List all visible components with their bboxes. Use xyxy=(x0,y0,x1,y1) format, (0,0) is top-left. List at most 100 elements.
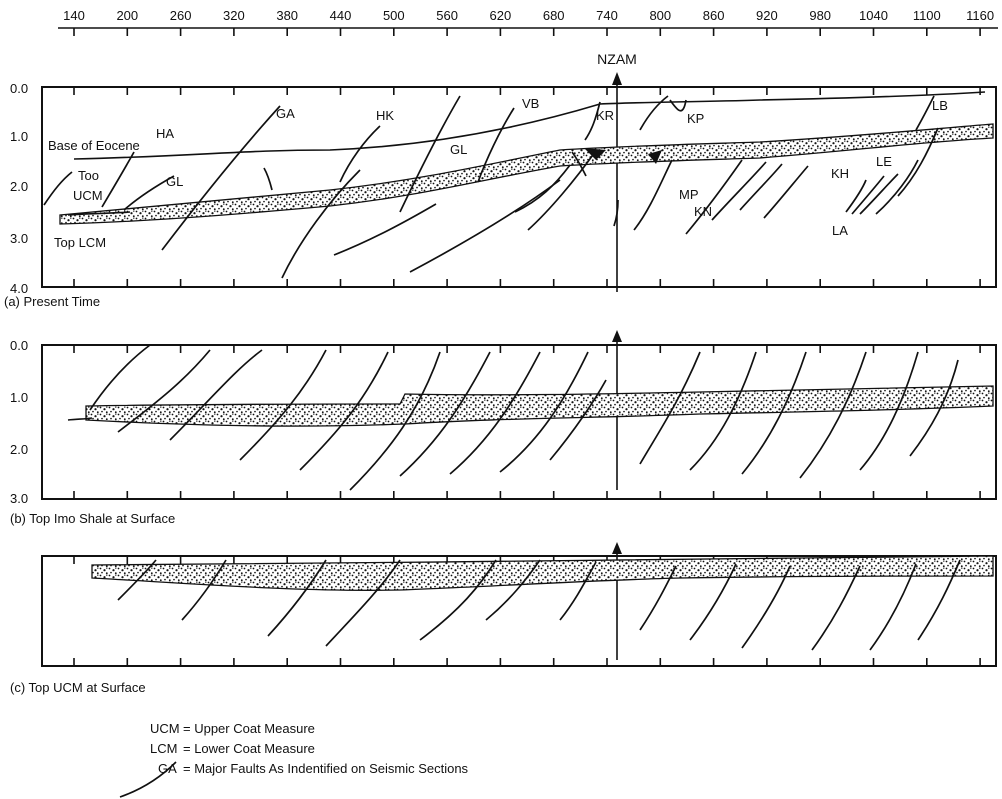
fault-line xyxy=(669,99,687,112)
depth-tick: 1.0 xyxy=(10,129,28,144)
fault-line xyxy=(639,351,701,465)
fault-line xyxy=(799,351,867,479)
horizon-line xyxy=(67,417,93,421)
fault-line xyxy=(811,565,861,651)
fault-line xyxy=(449,351,541,475)
fault-line xyxy=(117,559,157,601)
depth-tick: 2.0 xyxy=(10,442,28,457)
annotation-label: KN xyxy=(694,204,712,219)
fault-line xyxy=(123,175,175,211)
top-axis-ticks: 140 200 260 320 380 440 500 560 620 680 740 800 860 9… xyxy=(63,8,994,36)
fault-line xyxy=(514,164,571,213)
annotation-label: Too xyxy=(78,168,99,183)
legend-text: = Lower Coat Measure xyxy=(183,741,315,756)
fault-line xyxy=(419,559,497,641)
fault-line xyxy=(239,349,327,461)
top-axis-tick-label: 1160 xyxy=(966,8,994,23)
fault-line xyxy=(267,559,327,637)
top-axis-tick-label: 980 xyxy=(809,8,831,23)
fault-line xyxy=(485,559,541,621)
panel-b-depth-axis: 0.0 1.0 2.0 3.0 xyxy=(10,338,28,506)
annotation-label: HK xyxy=(376,108,394,123)
annotation-label: LB xyxy=(932,98,948,113)
coal-measure-band xyxy=(59,123,994,225)
top-axis-tick-label: 740 xyxy=(596,8,618,23)
annotation-label: GL xyxy=(450,142,467,157)
fault-line xyxy=(181,559,227,621)
depth-tick: 3.0 xyxy=(10,231,28,246)
annotation-label: KP xyxy=(687,111,704,126)
top-axis-tick-label: 680 xyxy=(543,8,565,23)
fault-line xyxy=(909,359,959,457)
top-axis-tick-label: 260 xyxy=(170,8,192,23)
fault-line xyxy=(613,199,619,227)
base-eocene-horizon xyxy=(73,91,986,160)
depth-tick: 4.0 xyxy=(10,281,28,296)
annotation-label: UCM xyxy=(73,188,103,203)
depth-tick: 2.0 xyxy=(10,179,28,194)
fault-line xyxy=(477,107,515,183)
panel-c xyxy=(41,542,997,667)
fault-line xyxy=(685,159,743,235)
panel-b-caption: (b) Top Imo Shale at Surface xyxy=(10,511,175,526)
fault-line xyxy=(169,349,263,441)
top-axis-tick-label: 200 xyxy=(116,8,138,23)
depth-tick: 0.0 xyxy=(10,81,28,96)
panel-b-frame xyxy=(41,344,997,500)
top-axis-tick-label: 1040 xyxy=(859,8,888,23)
fault-line xyxy=(633,159,673,231)
fault-line xyxy=(399,351,491,477)
legend: UCM = Upper Coat Measure LCM = Lower Coa… xyxy=(119,721,469,798)
fault-line xyxy=(89,344,151,411)
panel-a-caption: (a) Present Time xyxy=(4,294,100,309)
fault-line xyxy=(499,351,589,473)
annotation-label: Base of Eocene xyxy=(48,138,140,153)
annotation-label: Top LCM xyxy=(54,235,106,250)
depth-tick: 0.0 xyxy=(10,338,28,353)
fault-line xyxy=(339,125,381,183)
panel-b: 0.0 1.0 2.0 3.0 xyxy=(10,330,997,506)
panel-a: 0.0 1.0 2.0 3.0 4.0 xyxy=(4,81,997,309)
fault-block-fill xyxy=(584,148,606,160)
legend-text: = Upper Coat Measure xyxy=(183,721,315,736)
arrow-up-icon xyxy=(612,72,622,85)
fault-line xyxy=(571,151,587,177)
panel-c-frame xyxy=(41,555,997,667)
annotation-label: LE xyxy=(876,154,892,169)
fault-line xyxy=(739,163,783,211)
ucm-horizon xyxy=(67,211,131,216)
fault-line xyxy=(859,173,899,215)
top-axis-tick-label: 320 xyxy=(223,8,245,23)
fault-line xyxy=(299,351,389,471)
legend-abbr: LCM xyxy=(150,741,177,756)
fault-line xyxy=(527,151,596,231)
fault-line xyxy=(559,561,597,621)
top-axis-tick-label: 800 xyxy=(649,8,671,23)
legend-abbr: UCM xyxy=(150,721,180,736)
fault-block-fill xyxy=(648,150,662,164)
annotation-label: GA xyxy=(276,106,295,121)
fault-line xyxy=(584,101,601,141)
fault-line xyxy=(741,565,791,649)
nzam-marker: NZAM xyxy=(597,51,637,292)
top-axis: 140 200 260 320 380 440 500 560 620 680 740 800 860 9… xyxy=(58,8,998,36)
fault-line xyxy=(741,351,807,475)
legend-text: = Major Faults As Indentified on Seismic… xyxy=(183,761,469,776)
fault-line xyxy=(869,563,917,651)
top-axis-tick-label: 920 xyxy=(756,8,778,23)
fault-line xyxy=(689,351,757,471)
panel-a-frame-ticks xyxy=(73,87,981,287)
fault-line xyxy=(875,159,919,215)
fault-line xyxy=(689,563,737,641)
fault-line xyxy=(399,95,461,213)
annotation-label: HA xyxy=(156,126,174,141)
fault-line xyxy=(43,171,73,206)
fault-line xyxy=(711,161,767,221)
panel-a-frame xyxy=(41,86,997,288)
fault-line xyxy=(281,169,361,279)
depth-tick: 1.0 xyxy=(10,390,28,405)
fault-line xyxy=(639,565,677,631)
panel-b-frame-ticks xyxy=(73,345,981,499)
fault-line xyxy=(915,95,935,131)
